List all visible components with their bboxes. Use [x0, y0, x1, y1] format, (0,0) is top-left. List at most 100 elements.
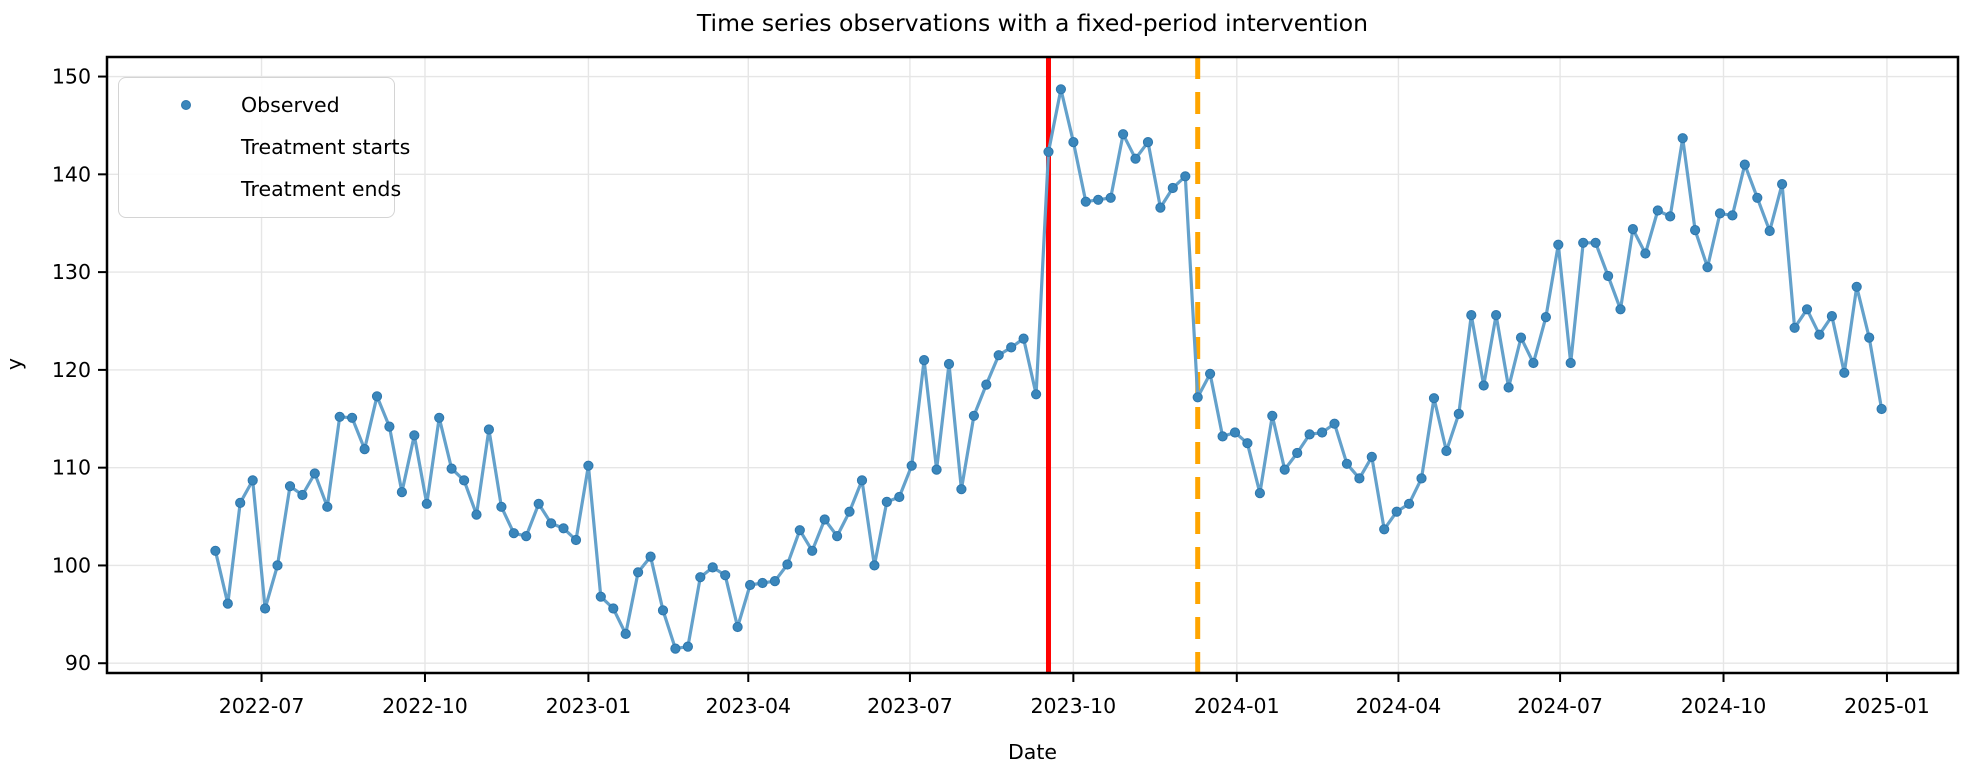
observed-marker [1341, 458, 1353, 469]
observed-marker [1714, 208, 1726, 219]
observed-marker [1478, 380, 1489, 391]
observed-marker [1031, 389, 1042, 400]
x-tick-label: 2024-07 [1517, 694, 1603, 718]
observed-marker [1093, 194, 1104, 205]
observed-marker [670, 643, 681, 654]
observed-marker [707, 562, 718, 573]
x-tick-label: 2023-04 [705, 694, 791, 718]
observed-marker [496, 501, 507, 512]
legend-item-treatment-start: Treatment starts [135, 130, 410, 163]
y-tick-label: 110 [52, 456, 91, 480]
observed-marker [1603, 270, 1614, 282]
observed-marker [844, 506, 855, 517]
observed-marker [1665, 211, 1676, 222]
observed-marker [1578, 237, 1589, 248]
observed-marker [1118, 129, 1129, 140]
observed-marker [1839, 367, 1850, 378]
axes-spine [105, 55, 1960, 675]
observed-marker [633, 567, 644, 578]
observed-marker [284, 481, 296, 492]
observed-marker [1080, 196, 1091, 207]
observed-marker [1404, 498, 1415, 509]
observed-marker [1018, 333, 1029, 344]
observed-marker [981, 379, 992, 390]
observed-marker [272, 560, 283, 571]
x-tick-label: 2024-01 [1194, 694, 1280, 718]
observed-marker [1416, 473, 1427, 484]
observed-marker [1379, 524, 1390, 535]
y-tick-label: 120 [52, 358, 91, 382]
observed-marker [446, 463, 457, 474]
observed-marker [757, 577, 768, 589]
legend-item-observed: Observed [135, 88, 378, 121]
observed-marker [608, 603, 619, 614]
observed-marker [434, 412, 445, 423]
observed-marker [1155, 202, 1166, 213]
observed-marker [745, 579, 756, 591]
observed-marker [1876, 403, 1887, 415]
observed-marker [396, 487, 407, 498]
observed-marker [695, 572, 706, 583]
observed-marker [832, 531, 843, 542]
observed-marker [869, 560, 880, 571]
x-tick-label: 2022-07 [219, 694, 305, 718]
y-axis-label: y [2, 357, 26, 371]
observed-marker [1627, 224, 1639, 235]
observed-marker [334, 411, 345, 422]
observed-marker [682, 641, 694, 652]
observed-marker [819, 514, 830, 525]
observed-marker [210, 545, 221, 556]
observed-marker [782, 559, 793, 570]
chart-title: Time series observations with a fixed-pe… [696, 9, 1369, 37]
observed-marker [1466, 310, 1477, 321]
observed-marker [1142, 137, 1154, 148]
observed-marker [1503, 382, 1514, 393]
observed-marker [1366, 451, 1377, 462]
y-tick-label: 90 [65, 651, 91, 675]
observed-marker [1864, 332, 1875, 343]
x-tick-label: 2023-01 [546, 694, 632, 718]
observed-marker [1777, 179, 1788, 190]
observed-marker [1553, 239, 1564, 250]
observed-marker [1851, 281, 1862, 292]
observed-marker [894, 491, 905, 503]
legend-item-label: Observed [241, 92, 340, 117]
observed-marker [856, 475, 868, 486]
x-tick-label: 2025-01 [1844, 694, 1930, 718]
observed-marker [235, 497, 246, 508]
observed-marker [794, 525, 805, 536]
observed-marker [620, 628, 631, 640]
observed-marker [1192, 392, 1203, 403]
observed-marker [1640, 248, 1651, 259]
observed-marker [1217, 431, 1228, 442]
observed-marker [906, 460, 917, 471]
observed-marker [993, 350, 1004, 361]
observed-marker [1242, 438, 1253, 449]
observed-marker [1441, 445, 1452, 457]
observed-marker [309, 468, 320, 479]
observed-marker [471, 509, 482, 520]
observed-marker [483, 424, 494, 435]
observed-marker [1068, 137, 1079, 148]
observed-marker [1565, 357, 1576, 369]
observed-marker [1515, 332, 1527, 343]
observed-marker [1130, 153, 1141, 164]
observed-marker [409, 430, 420, 441]
observed-marker [508, 528, 519, 539]
observed-marker [347, 412, 358, 423]
observed-marker [1491, 310, 1502, 321]
y-tick-label: 100 [52, 553, 91, 577]
observed-marker [1764, 225, 1775, 237]
observed-marker [371, 391, 383, 402]
observed-marker [1205, 368, 1216, 379]
observed-marker [1167, 182, 1178, 194]
observed-marker [583, 460, 594, 471]
observed-marker [1006, 342, 1017, 353]
observed-marker [533, 498, 544, 509]
observed-marker [1304, 429, 1315, 440]
observed-marker [956, 484, 967, 495]
observed-marker [1590, 237, 1601, 248]
observed-marker [322, 501, 333, 512]
